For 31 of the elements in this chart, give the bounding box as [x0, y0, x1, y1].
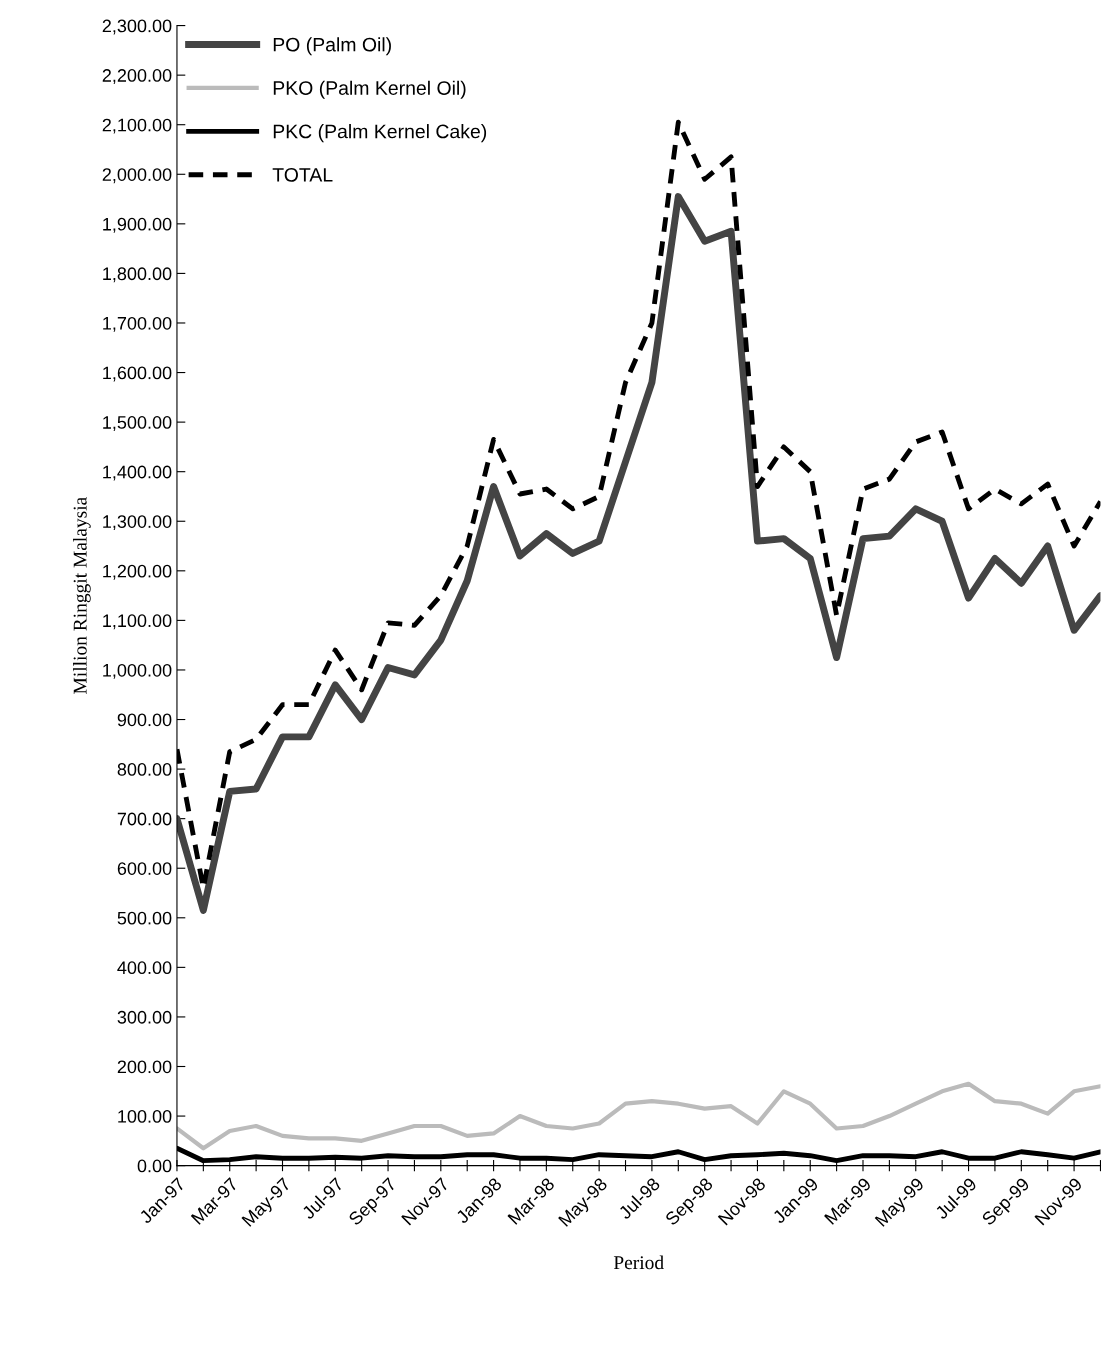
legend-label: PKC (Palm Kernel Cake) — [273, 124, 487, 143]
y-tick-label: 1,400.00 — [103, 465, 172, 481]
y-axis-title: Million Ringgit Malaysia — [73, 497, 91, 694]
y-tick-label: 2,300.00 — [102, 19, 172, 35]
legend-label: PO (Palm Oil) — [273, 37, 391, 56]
y-tick-label: 900.00 — [117, 713, 172, 727]
y-tick-label: 1,700.00 — [103, 316, 172, 332]
y-tick-label: 500.00 — [117, 911, 172, 925]
y-tick-label: 400.00 — [117, 961, 172, 975]
y-tick-label: 1,800.00 — [103, 267, 172, 283]
y-tick-label: 1,600.00 — [103, 366, 172, 382]
line-series — [176, 1081, 1101, 1151]
y-tick-label: 1,900.00 — [103, 217, 172, 233]
y-tick-label: 2,000.00 — [102, 168, 172, 184]
legend-label: TOTAL — [272, 167, 333, 182]
y-tick-label: 1,300.00 — [103, 515, 172, 531]
y-tick-label: 2,200.00 — [102, 69, 172, 84]
legend-label: PKO (Palm Kernel Oil) — [273, 80, 466, 99]
y-tick-label: 600.00 — [117, 862, 172, 875]
y-tick-label: 200.00 — [117, 1060, 172, 1074]
y-tick-label: 2,100.00 — [102, 118, 172, 134]
y-tick-label: 800.00 — [117, 763, 172, 776]
y-tick-label: 1,500.00 — [103, 416, 172, 431]
y-tick-label: 1,100.00 — [103, 614, 172, 630]
x-axis-title: Period — [613, 1255, 664, 1270]
y-tick-label: 700.00 — [117, 812, 172, 826]
y-tick-label: 300.00 — [117, 1010, 172, 1024]
y-tick-label: 0.00 — [137, 1159, 172, 1173]
y-tick-label: 1,000.00 — [103, 663, 172, 679]
y-tick-label: 100.00 — [118, 1110, 172, 1123]
y-tick-label: 1,200.00 — [103, 564, 172, 580]
